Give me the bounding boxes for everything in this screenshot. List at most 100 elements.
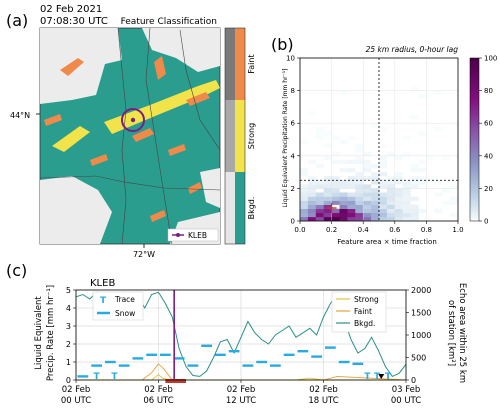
- heatmap-cell: [323, 184, 332, 189]
- heatmap-cell: [379, 172, 388, 177]
- heatmap-cell: [371, 188, 380, 193]
- heatmap-cell: [300, 208, 309, 214]
- heatmap-cell: [331, 208, 340, 214]
- heatmap-y-tick-label: 8: [291, 87, 295, 95]
- legend-trace-label: Trace: [114, 295, 135, 304]
- heatmap-cell: [347, 192, 356, 197]
- heatmap-cell: [347, 168, 356, 173]
- heatmap-cell: [323, 200, 332, 205]
- heatmap-cell: [339, 208, 348, 214]
- left-axis-label-line2: Precip. Rate [mm hr⁻¹]: [46, 285, 56, 381]
- heatmap-cell: [386, 151, 395, 156]
- heatmap-cell: [450, 200, 459, 205]
- heatmap-cell: [434, 208, 443, 214]
- colorbar-label-bkgd: Bkgd.: [247, 197, 256, 220]
- heatmap-cell: [307, 212, 316, 218]
- heatmap-x-tick-label: 1.0: [452, 226, 463, 234]
- heatmap-cell: [323, 216, 332, 222]
- heatmap-cell: [402, 151, 411, 156]
- faint-echo-cell: [90, 154, 108, 166]
- heatmap-cell: [418, 168, 427, 173]
- heatmap-cell: [355, 216, 364, 222]
- heatmap-cell: [355, 176, 364, 181]
- station-legend-marker: [176, 233, 180, 237]
- heatmap-cell: [386, 192, 395, 197]
- heatmap-cell: [331, 216, 340, 222]
- heatmap-cell: [363, 184, 372, 189]
- heatmap-x-tick-label: 0.0: [294, 226, 305, 234]
- heatmap-cell: [402, 184, 411, 189]
- left-axis-tick-label: 3: [66, 322, 71, 331]
- heatmap-y-tick-label: 10: [286, 55, 295, 63]
- heatmap-cell: [363, 212, 372, 218]
- heatmap-cell: [347, 159, 356, 165]
- heatmap-cell: [402, 180, 411, 185]
- heatmap-cell: [339, 216, 348, 222]
- heatmap-cell: [347, 216, 356, 222]
- left-axis-tick-label: 5: [66, 286, 71, 295]
- heatmap-cell: [426, 155, 435, 161]
- panel-c-letter: (c): [6, 261, 27, 280]
- heatmap-cell: [394, 180, 403, 185]
- time-axis-hour-label: 00 UTC: [391, 396, 421, 406]
- colorbar-tick-label: 0: [484, 218, 488, 226]
- heatmap-cell: [450, 184, 459, 189]
- state-border: [117, 28, 127, 244]
- heatmap-cell: [410, 184, 419, 189]
- heatmap-cell: [386, 212, 395, 218]
- heatmap-cell: [410, 216, 419, 222]
- panel-b-letter: (b): [271, 35, 294, 54]
- colorbar-tick-label: 80: [484, 87, 493, 95]
- heatmap-cell: [347, 200, 356, 205]
- left-axis-tick-label: 1: [66, 358, 71, 367]
- heatmap-cell: [386, 200, 395, 205]
- heatmap-cell: [315, 200, 324, 205]
- time-axis-date-label: 03 Feb: [392, 385, 421, 395]
- trace-marker: T: [385, 372, 392, 382]
- heatmap-cell: [300, 184, 309, 189]
- heatmap-cell: [379, 143, 388, 148]
- left-axis-tick-label: 4: [66, 304, 71, 313]
- lat-label: 44°N: [10, 111, 30, 120]
- heatmap-cell: [410, 208, 419, 214]
- faint-echo-cell: [132, 128, 154, 142]
- heatmap-cell: [363, 159, 372, 165]
- heatmap-cell: [323, 180, 332, 185]
- heatmap-cell: [371, 216, 380, 222]
- heatmap-cell: [410, 115, 419, 120]
- heatmap-cell: [363, 188, 372, 193]
- heatmap-cell: [394, 212, 403, 218]
- station-radius-circle: [121, 108, 145, 132]
- right-axis-label-line1: Echo area within 25 km: [457, 283, 467, 383]
- time-axis-date-label: 02 Feb: [62, 385, 91, 395]
- heatmap-cell: [315, 180, 324, 185]
- heatmap-cell: [394, 196, 403, 201]
- heatmap-cell: [379, 127, 388, 132]
- heatmap-cell: [434, 90, 443, 95]
- heatmap-cell: [355, 180, 364, 185]
- heatmap-cell: [339, 204, 348, 209]
- heatmap-y-tick-label: 4: [291, 152, 296, 160]
- faint-echo-cell: [154, 56, 166, 80]
- heatmap-x-tick-label: 0.6: [389, 226, 401, 234]
- no-echo-region-northeast: [142, 28, 220, 72]
- faint-echo-cell: [168, 144, 186, 156]
- heatmap-cell: [355, 192, 364, 197]
- faint-echo-cell: [44, 114, 62, 126]
- heatmap-cell: [355, 212, 364, 218]
- heatmap-cell: [394, 192, 403, 197]
- heatmap-x-tick-label: 0.8: [421, 226, 432, 234]
- heatmap-cell: [355, 143, 364, 148]
- heatmap-cell: [394, 176, 403, 181]
- heatmap-cell: [410, 204, 419, 209]
- heatmap-cell: [300, 212, 309, 218]
- legend-faint-label: Faint: [354, 307, 372, 316]
- heatmap-cell: [331, 176, 340, 181]
- precip-legend: T Trace Snow: [92, 291, 144, 321]
- strong-echo-cell-west: [52, 126, 90, 152]
- heatmap-cell: [339, 90, 348, 95]
- heatmap-cell: [323, 204, 332, 209]
- heatmap-cell: [371, 196, 380, 201]
- heatmap-cell: [315, 196, 324, 201]
